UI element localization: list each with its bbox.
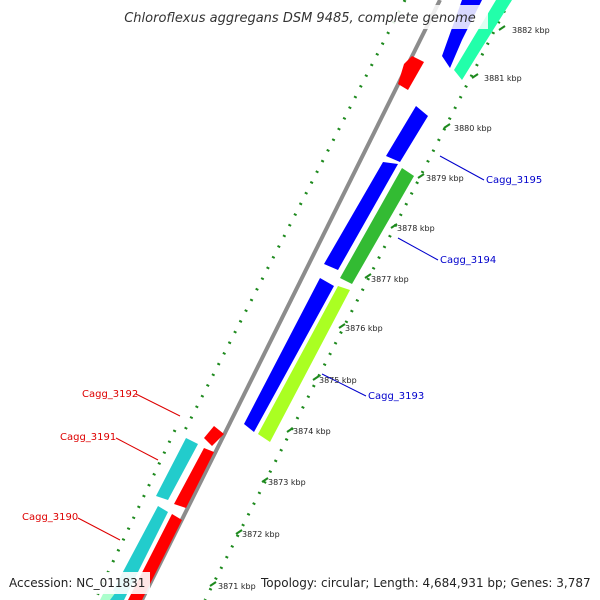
- accession-text: Accession: NC_011831: [9, 576, 145, 590]
- leader-line-3190: [77, 517, 121, 541]
- gene-label-cagg-3190[interactable]: Cagg_3190: [22, 512, 78, 523]
- leader-line-3193: [321, 373, 367, 397]
- tick-mark: [312, 375, 320, 381]
- outer-dotted-track: [183, 0, 407, 431]
- tick-marks: [209, 25, 506, 587]
- feature-cagg-3194[interactable]: [340, 168, 414, 284]
- tick-label-3881: 3881 kbp: [484, 74, 522, 83]
- leader-line-3194: [397, 237, 439, 261]
- title-backdrop: [112, 5, 488, 29]
- tick-mark: [338, 323, 346, 329]
- tick-mark: [364, 273, 372, 279]
- feature-red-small[interactable]: [398, 56, 424, 90]
- leader-line-3195: [439, 155, 485, 181]
- tick-label-3882: 3882 kbp: [512, 26, 550, 35]
- tick-label-3880: 3880 kbp: [454, 124, 492, 133]
- tick-mark: [498, 25, 506, 31]
- leader-line-3192: [135, 393, 181, 417]
- tick-label-3875: 3875 kbp: [319, 376, 357, 385]
- tick-mark: [286, 427, 294, 433]
- genome-backbone: [140, 0, 442, 600]
- accession-backdrop: [4, 572, 150, 594]
- tick-mark: [471, 73, 479, 79]
- tick-mark: [417, 173, 425, 179]
- left-dotted-track: [93, 429, 177, 600]
- tick-label-3879: 3879 kbp: [426, 174, 464, 183]
- tick-label-3876: 3876 kbp: [345, 324, 383, 333]
- feature-teal-top[interactable]: [454, 0, 512, 80]
- tick-label-3874: 3874 kbp: [293, 427, 331, 436]
- tick-label-3872: 3872 kbp: [242, 530, 280, 539]
- tick-mark: [235, 529, 243, 535]
- inner-dotted-track: [203, 0, 512, 600]
- gene-label-cagg-3193[interactable]: Cagg_3193: [368, 391, 424, 402]
- tick-label-3873: 3873 kbp: [268, 478, 306, 487]
- tick-mark: [261, 477, 269, 483]
- tick-mark: [443, 123, 451, 129]
- feature-cagg-3191[interactable]: [174, 448, 214, 508]
- tick-label-3877: 3877 kbp: [371, 275, 409, 284]
- tick-label-3878: 3878 kbp: [397, 224, 435, 233]
- tick-label-3871: 3871 kbp: [218, 582, 256, 591]
- gene-label-cagg-3195[interactable]: Cagg_3195: [486, 175, 542, 186]
- feature-cagg-3195[interactable]: [386, 106, 428, 162]
- tick-mark: [390, 223, 398, 229]
- leader-line-3191: [115, 437, 159, 461]
- feature-cagg-3192[interactable]: [156, 438, 198, 500]
- feature-cagg-3196[interactable]: [324, 162, 398, 270]
- feature-red-top-left[interactable]: [204, 426, 224, 446]
- tick-mark: [209, 581, 217, 587]
- map-title: Chloroflexus aggregans DSM 9485, complet…: [124, 11, 476, 26]
- summary-text: Topology: circular; Length: 4,684,931 bp…: [260, 576, 591, 590]
- gene-label-cagg-3194[interactable]: Cagg_3194: [440, 255, 496, 266]
- feature-blue-long[interactable]: [244, 278, 334, 432]
- feature-cagg-3193[interactable]: [258, 286, 350, 442]
- summary-backdrop: [256, 572, 596, 594]
- gene-label-cagg-3192[interactable]: Cagg_3192: [82, 389, 138, 400]
- gene-label-cagg-3191[interactable]: Cagg_3191: [60, 432, 116, 443]
